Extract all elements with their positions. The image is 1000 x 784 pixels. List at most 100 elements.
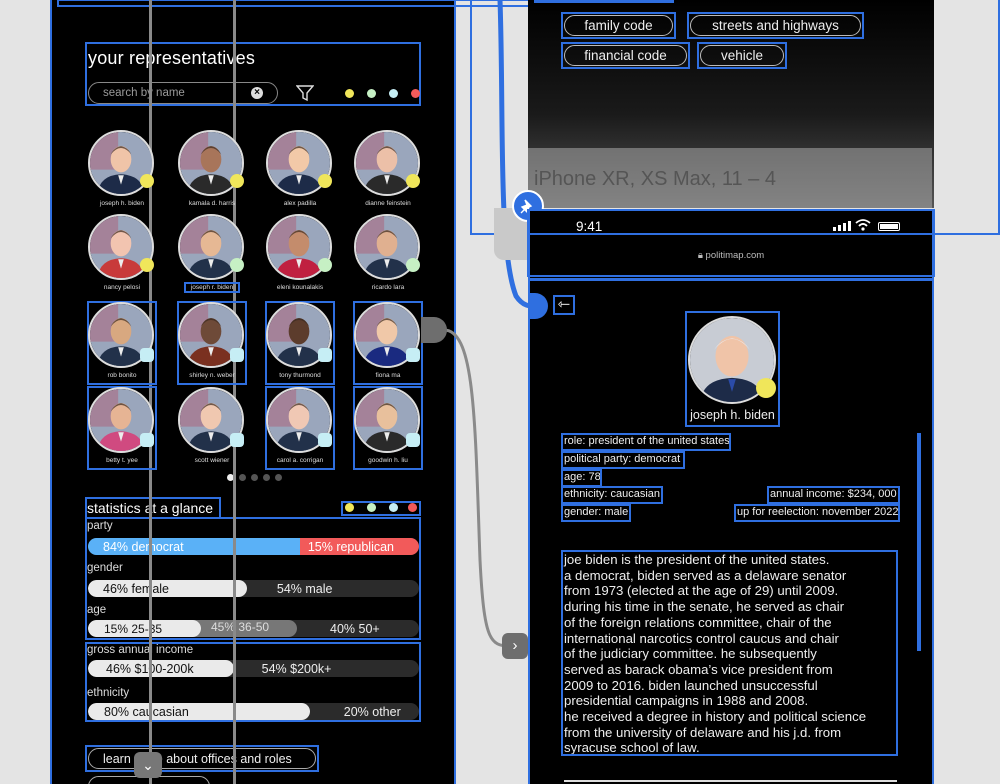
- party-badge: [318, 433, 332, 447]
- tag-family-code[interactable]: family code: [564, 15, 673, 36]
- filter-icon[interactable]: [296, 84, 314, 102]
- stats-dot-red[interactable]: [408, 503, 417, 512]
- bio-line: joe biden is the president of the united…: [564, 552, 830, 567]
- party-republican-segment: 15% republican: [299, 538, 419, 555]
- scrollbar[interactable]: [917, 433, 921, 651]
- signal-icon: [833, 221, 851, 231]
- info-gender: gender: male: [561, 504, 631, 522]
- search-placeholder: search by name: [103, 87, 185, 99]
- rep-name: rob bonito: [107, 372, 137, 379]
- stats-dot-green[interactable]: [367, 503, 376, 512]
- bio-line: he received a degree in history and poli…: [564, 709, 867, 725]
- income-label: gross annual income: [87, 644, 194, 656]
- bio-line: of the judiciary committee. he subsequen…: [564, 646, 817, 662]
- rep-name: dianne feinstein: [365, 200, 411, 207]
- rep-card[interactable]: alex padilla: [266, 130, 334, 212]
- income-200k-plus-segment: 54% $200k+: [261, 661, 332, 676]
- bio-line: presidential campaigns in 1988 and 2008.: [564, 693, 809, 709]
- rep-card[interactable]: goodwin h. liu: [353, 386, 423, 470]
- learn-more-button[interactable]: learn more about offices and roles: [88, 748, 316, 769]
- chevron-down-icon[interactable]: ⌄: [134, 752, 162, 778]
- party-bar: 84% democrat 15% republican: [88, 538, 419, 555]
- rep-name: alex padilla: [283, 200, 317, 207]
- filter-dot-blue[interactable]: [389, 89, 398, 98]
- rep-card[interactable]: joseph h. biden: [88, 130, 156, 212]
- party-badge: [140, 433, 154, 447]
- rep-name: joseph r. biden: [184, 282, 240, 293]
- rep-card[interactable]: fiona ma: [353, 301, 423, 385]
- tag-streets-and-highways[interactable]: streets and highways: [690, 15, 861, 36]
- rep-card[interactable]: nancy pelosi: [88, 214, 156, 296]
- party-badge: [230, 174, 244, 188]
- info-income: annual income: $234, 000: [767, 486, 900, 504]
- bio-line: served as barack obama’s vice president …: [564, 661, 833, 677]
- back-arrow-icon[interactable]: ⇽: [553, 295, 575, 315]
- profile-card: joseph h. biden: [685, 311, 780, 427]
- party-badge: [406, 348, 420, 362]
- party-badge: [318, 348, 332, 362]
- clear-search-icon[interactable]: ×: [251, 87, 263, 99]
- stats-dot-blue[interactable]: [389, 503, 398, 512]
- rep-card[interactable]: carol a. corrigan: [265, 386, 335, 470]
- party-badge: [230, 258, 244, 272]
- lock-icon: 🔒︎: [697, 250, 703, 261]
- rep-card[interactable]: rob bonito: [87, 301, 157, 385]
- rep-name: joseph h. biden: [99, 200, 145, 207]
- bio-line: from 1973 (elected at the age of 29) unt…: [564, 583, 839, 599]
- party-badge: [406, 174, 420, 188]
- rep-avatar: [266, 302, 332, 368]
- age-25-35-segment: 15% 25-35: [88, 620, 201, 637]
- page-title: your representatives: [88, 48, 256, 68]
- url-label: politimap.com: [705, 250, 765, 261]
- age-50-plus-segment: 40% 50+: [330, 621, 380, 636]
- stats-dot-yellow[interactable]: [345, 503, 354, 512]
- page-dot-2[interactable]: [239, 474, 246, 481]
- prototype-link-line-1: [149, 0, 152, 784]
- bio-line: from the university of delaware and his …: [564, 724, 842, 740]
- url-text: 🔒︎ politimap.com: [528, 250, 934, 261]
- rep-card[interactable]: eleni kounalakis: [266, 214, 334, 296]
- bio-text: joe biden is the president of the united…: [561, 550, 898, 756]
- device-label-overlay: [528, 148, 932, 208]
- filter-dot-green[interactable]: [367, 89, 376, 98]
- rep-avatar: [88, 387, 154, 453]
- pagination-dots[interactable]: [227, 474, 282, 481]
- page-dot-5[interactable]: [275, 474, 282, 481]
- rep-avatar: [88, 302, 154, 368]
- connector-end-handle: [530, 293, 548, 319]
- rep-card[interactable]: scott wiener: [178, 387, 246, 469]
- page-dot-3[interactable]: [251, 474, 258, 481]
- rep-avatar: [354, 214, 420, 280]
- rep-card[interactable]: tony thurmond: [265, 301, 335, 385]
- representatives-header: your representatives search by name ×: [85, 42, 421, 106]
- connector-start-handle[interactable]: [421, 317, 447, 343]
- bio-line: a democrat, biden served as a delaware s…: [564, 567, 847, 583]
- page-dot-4[interactable]: [263, 474, 270, 481]
- rep-card[interactable]: ricardo lara: [354, 214, 422, 296]
- tag-vehicle[interactable]: vehicle: [700, 45, 784, 66]
- bio-line: of the foreign relations committee, chai…: [564, 614, 832, 630]
- detail-phone-frame: 9:41 🔒︎ politimap.com ⇽ joseph h. bide: [527, 209, 935, 784]
- rep-card[interactable]: kamala d. harris: [178, 130, 246, 212]
- rep-name: eleni kounalakis: [276, 284, 324, 291]
- filter-dot-red[interactable]: [411, 89, 420, 98]
- left-phone-frame: your representatives search by name × st…: [50, 0, 557, 784]
- chevron-right-icon[interactable]: ›: [502, 633, 528, 659]
- ethnicity-bar: 80% caucasian 20% other: [88, 703, 419, 720]
- rep-name: fiona ma: [375, 372, 401, 379]
- rep-card[interactable]: dianne feinstein: [354, 130, 422, 212]
- tag-financial-code[interactable]: financial code: [564, 45, 687, 66]
- rep-card[interactable]: joseph r. biden: [178, 214, 246, 296]
- page-dot-1[interactable]: [227, 474, 234, 481]
- gender-bar: 46% female 54% male: [88, 580, 419, 597]
- rep-avatar: [178, 214, 244, 280]
- ethnicity-other-segment: 20% other: [343, 704, 401, 719]
- search-input[interactable]: search by name ×: [88, 82, 278, 104]
- profile-name: joseph h. biden: [690, 408, 775, 422]
- rep-card[interactable]: shirley n. weber: [177, 301, 247, 385]
- rep-name: nancy pelosi: [103, 284, 141, 291]
- rep-card[interactable]: betty t. yee: [87, 386, 157, 470]
- battery-icon: [878, 222, 900, 231]
- filter-dot-yellow[interactable]: [345, 89, 354, 98]
- party-badge: [140, 174, 154, 188]
